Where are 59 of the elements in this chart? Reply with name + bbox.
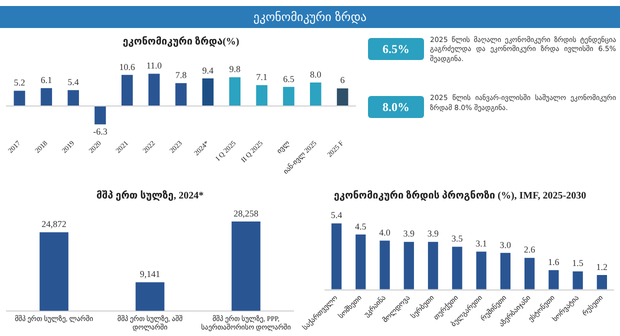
data-label: 4.5 [355,221,367,232]
bar [524,258,535,290]
bar [336,88,348,106]
bar [175,83,187,106]
data-label: 10.6 [119,62,136,72]
bar [404,242,414,290]
chart-title: მშპ ერთ სულზე, 2024* [96,190,204,202]
bar [122,74,133,106]
data-label: 3.1 [476,238,487,249]
bar [68,90,79,106]
bar [476,252,486,290]
bar [283,86,294,106]
data-label: 4.0 [379,227,391,238]
bar [548,270,559,290]
data-label: 1.5 [572,258,584,268]
bar [14,90,26,106]
bar [148,74,160,106]
text: ეკონომიკური ზრდა [0,6,620,28]
data-label: 3.9 [403,228,416,239]
bar [380,240,390,290]
data-label: -6.3 [93,126,108,136]
text: 6.5% [368,38,424,60]
data-label: 5.4 [68,76,80,87]
data-label: 8.0 [310,69,322,80]
chart-title: ეკონომიკური ზრდის პროგნოზი (%), IMF, 2025-2030 [334,190,586,202]
data-label: 28,258 [234,208,259,218]
data-label: 24,872 [42,219,66,230]
bar [202,78,214,106]
data-label: 9,141 [140,269,160,280]
bar [94,106,106,124]
bar [256,85,268,106]
bar [428,242,438,290]
bar [572,271,583,290]
data-label: 6.1 [40,74,52,85]
data-label: 9.4 [202,65,214,76]
bar [331,223,342,290]
data-label: 9.8 [229,64,241,74]
bar [596,275,608,290]
data-label: 3.0 [500,240,512,250]
data-label: 1.6 [548,256,560,267]
data-label: 7.8 [175,70,188,80]
data-label: 7.1 [256,72,268,82]
bar [356,234,366,290]
text: 8.0% [368,96,424,118]
bar [40,88,52,106]
chart-title: ეკონომიკური ზრდა(%) [122,36,240,48]
bar [452,246,462,290]
data-label: 5.4 [330,210,343,220]
data-label: 11.0 [146,60,162,71]
bar [500,252,510,290]
bar [229,77,240,106]
data-label: 3.5 [452,234,464,244]
data-label: 2.6 [524,244,536,255]
data-label: 6.5 [283,74,295,84]
data-label: 6 [340,75,346,86]
data-label: 1.2 [596,262,608,272]
data-label: 3.9 [427,228,440,239]
data-label: 5.2 [14,78,26,88]
bar [310,82,322,106]
